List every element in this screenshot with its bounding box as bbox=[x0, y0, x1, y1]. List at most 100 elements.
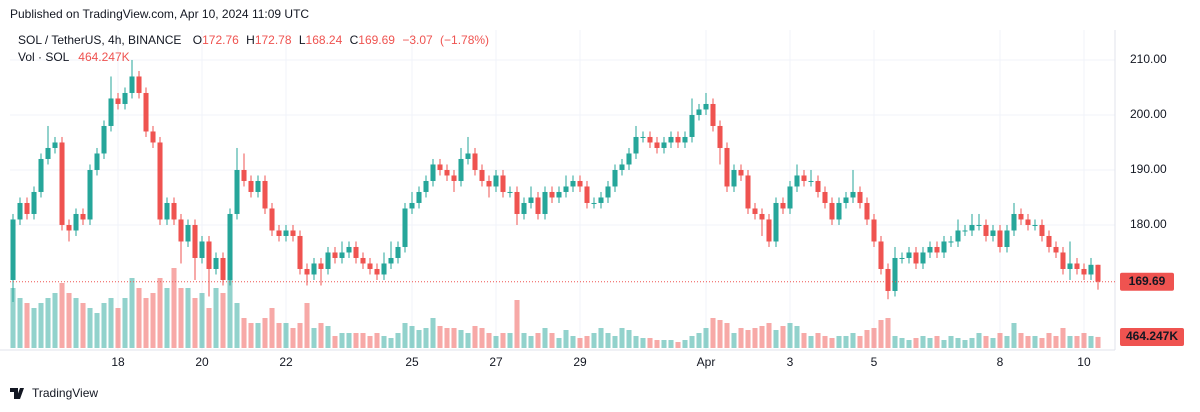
volume-bar bbox=[1018, 333, 1024, 348]
candle-body bbox=[647, 136, 653, 143]
volume-bar bbox=[507, 333, 513, 348]
volume-bar bbox=[640, 338, 646, 348]
volume-bar bbox=[38, 303, 44, 348]
volume-bar bbox=[801, 333, 807, 348]
candle-body bbox=[1053, 246, 1059, 253]
candle-body bbox=[773, 202, 779, 242]
volume-bar bbox=[234, 303, 240, 348]
candle-body bbox=[479, 169, 485, 181]
candle-body bbox=[899, 257, 905, 259]
volume-bar bbox=[80, 303, 86, 348]
candle-body bbox=[486, 180, 492, 187]
volume-tag-label: 464.247K bbox=[1126, 329, 1178, 343]
volume-bar bbox=[899, 338, 905, 348]
published-header: Published on TradingView.com, Apr 10, 20… bbox=[10, 7, 309, 21]
candle-body bbox=[759, 213, 765, 220]
volume-bar bbox=[10, 288, 16, 348]
candle-body bbox=[381, 263, 387, 275]
close-label: C bbox=[350, 33, 359, 47]
candle-body bbox=[955, 230, 961, 242]
volume-bar bbox=[976, 333, 982, 348]
candle-body bbox=[52, 142, 58, 148]
candle-body bbox=[248, 180, 254, 192]
volume-bar bbox=[122, 298, 128, 348]
volume-bar bbox=[549, 333, 555, 348]
y-tick-label: 180.00 bbox=[1130, 217, 1167, 231]
candle-body bbox=[619, 164, 625, 170]
low-value: 168.24 bbox=[306, 33, 343, 47]
candle-body bbox=[591, 202, 597, 204]
volume-bar bbox=[325, 326, 331, 348]
legend-ohlc: SOL / TetherUS, 4h, BINANCE O172.76 H172… bbox=[18, 33, 489, 47]
candle-body bbox=[374, 268, 380, 275]
candle-body bbox=[360, 257, 366, 264]
candle-body bbox=[843, 197, 849, 203]
candle-body bbox=[598, 197, 604, 203]
candle-body bbox=[1088, 264, 1094, 275]
y-tick-label: 190.00 bbox=[1130, 162, 1167, 176]
open-label: O bbox=[193, 33, 202, 47]
volume-bar bbox=[164, 288, 170, 348]
candle-body bbox=[948, 241, 954, 243]
candle-body bbox=[318, 263, 324, 269]
volume-bar bbox=[556, 338, 562, 348]
volume-bar bbox=[52, 293, 58, 348]
candle-body bbox=[66, 224, 72, 231]
change-pct: (−1.78%) bbox=[440, 33, 489, 47]
volume-bar bbox=[521, 333, 527, 348]
x-tick-label: 27 bbox=[489, 355, 503, 369]
candle-body bbox=[437, 164, 443, 170]
volume-bar bbox=[612, 336, 618, 348]
candle-body bbox=[1039, 224, 1045, 236]
volume-bar bbox=[906, 340, 912, 348]
x-tick-label: 8 bbox=[997, 355, 1004, 369]
candle-body bbox=[1004, 230, 1010, 247]
volume-bar bbox=[794, 326, 800, 348]
candle-body bbox=[1025, 219, 1031, 225]
volume-bar bbox=[738, 328, 744, 348]
volume-bar bbox=[339, 333, 345, 348]
candle-body bbox=[255, 180, 261, 192]
volume-bar bbox=[248, 323, 254, 348]
candle-body bbox=[185, 224, 191, 242]
volume-bar bbox=[360, 333, 366, 348]
candle-body bbox=[514, 191, 520, 214]
x-tick-label: 10 bbox=[1077, 355, 1091, 369]
candle-body bbox=[871, 219, 877, 242]
volume-bar bbox=[997, 333, 1003, 348]
candle-body bbox=[1081, 268, 1087, 275]
candle-body bbox=[444, 169, 450, 176]
volume-bar bbox=[479, 328, 485, 348]
candle-body bbox=[206, 241, 212, 269]
volume-bar bbox=[276, 323, 282, 348]
candle-body bbox=[430, 164, 436, 181]
candle-body bbox=[892, 257, 898, 291]
volume-bar bbox=[213, 288, 219, 348]
volume-bar bbox=[430, 318, 436, 348]
candle-body bbox=[640, 136, 646, 138]
volume-bar bbox=[1032, 336, 1038, 348]
volume-bar bbox=[73, 298, 79, 348]
volume-bar bbox=[710, 318, 716, 348]
volume-bar bbox=[1046, 333, 1052, 348]
candle-body bbox=[388, 257, 394, 264]
candle-body bbox=[423, 180, 429, 192]
volume-bar bbox=[220, 293, 226, 348]
volume-bar bbox=[605, 333, 611, 348]
candle-body bbox=[829, 202, 835, 220]
candle-body bbox=[570, 180, 576, 187]
candle-body bbox=[472, 153, 478, 170]
candle-body bbox=[262, 180, 268, 209]
volume-bar bbox=[115, 308, 121, 348]
candle-body bbox=[584, 186, 590, 203]
low-label: L bbox=[299, 33, 306, 47]
candle-body bbox=[80, 213, 86, 220]
volume-bar bbox=[136, 288, 142, 348]
candle-body bbox=[465, 153, 471, 159]
candle-body bbox=[402, 208, 408, 247]
candle-body bbox=[129, 76, 135, 93]
candle-body bbox=[17, 202, 23, 220]
volume-bar bbox=[318, 323, 324, 348]
volume-bar bbox=[584, 336, 590, 348]
